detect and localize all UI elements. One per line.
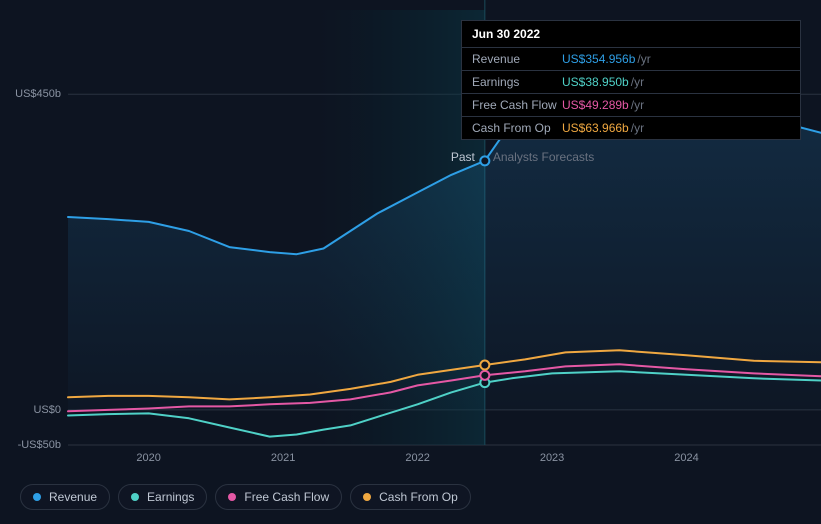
tooltip-metric-value: US$38.950b [562, 75, 629, 89]
tooltip-metric-unit: /yr [631, 98, 644, 112]
forecast-section-label: Analysts Forecasts [493, 150, 594, 164]
tooltip-metric-unit: /yr [631, 121, 644, 135]
tooltip-row: Cash From OpUS$63.966b /yr [462, 117, 800, 139]
tooltip-row: RevenueUS$354.956b /yr [462, 48, 800, 71]
legend-label: Earnings [147, 490, 194, 504]
x-axis-tick-label: 2023 [540, 452, 564, 464]
tooltip-metric-label: Earnings [472, 75, 562, 89]
x-axis-tick-label: 2021 [271, 452, 295, 464]
legend-dot-icon [131, 493, 139, 501]
past-section-label: Past [451, 150, 475, 164]
legend-label: Revenue [49, 490, 97, 504]
legend-dot-icon [363, 493, 371, 501]
tooltip-metric-label: Free Cash Flow [472, 98, 562, 112]
legend-item[interactable]: Cash From Op [350, 484, 471, 510]
y-axis-tick-label: -US$50b [18, 439, 61, 451]
tooltip-metric-label: Cash From Op [472, 121, 562, 135]
x-axis-tick-label: 2022 [405, 452, 429, 464]
x-axis-tick-label: 2020 [136, 452, 160, 464]
legend-label: Free Cash Flow [244, 490, 329, 504]
tooltip-metric-unit: /yr [631, 75, 644, 89]
tooltip-row: EarningsUS$38.950b /yr [462, 71, 800, 94]
legend-item[interactable]: Revenue [20, 484, 110, 510]
legend-dot-icon [33, 493, 41, 501]
chart-tooltip: Jun 30 2022 RevenueUS$354.956b /yrEarnin… [461, 20, 801, 140]
tooltip-metric-label: Revenue [472, 52, 562, 66]
tooltip-metric-unit: /yr [637, 52, 650, 66]
tooltip-metric-value: US$354.956b [562, 52, 635, 66]
chart-legend: Revenue Earnings Free Cash Flow Cash From O… [20, 484, 471, 510]
tooltip-metric-value: US$49.289b [562, 98, 629, 112]
legend-label: Cash From Op [379, 490, 458, 504]
tooltip-row: Free Cash FlowUS$49.289b /yr [462, 94, 800, 117]
y-axis-tick-label: US$0 [33, 404, 61, 416]
legend-item[interactable]: Earnings [118, 484, 207, 510]
tooltip-header: Jun 30 2022 [462, 21, 800, 48]
legend-item[interactable]: Free Cash Flow [215, 484, 342, 510]
x-axis-tick-label: 2024 [674, 452, 698, 464]
y-axis-tick-label: US$450b [15, 88, 61, 100]
tooltip-metric-value: US$63.966b [562, 121, 629, 135]
legend-dot-icon [228, 493, 236, 501]
